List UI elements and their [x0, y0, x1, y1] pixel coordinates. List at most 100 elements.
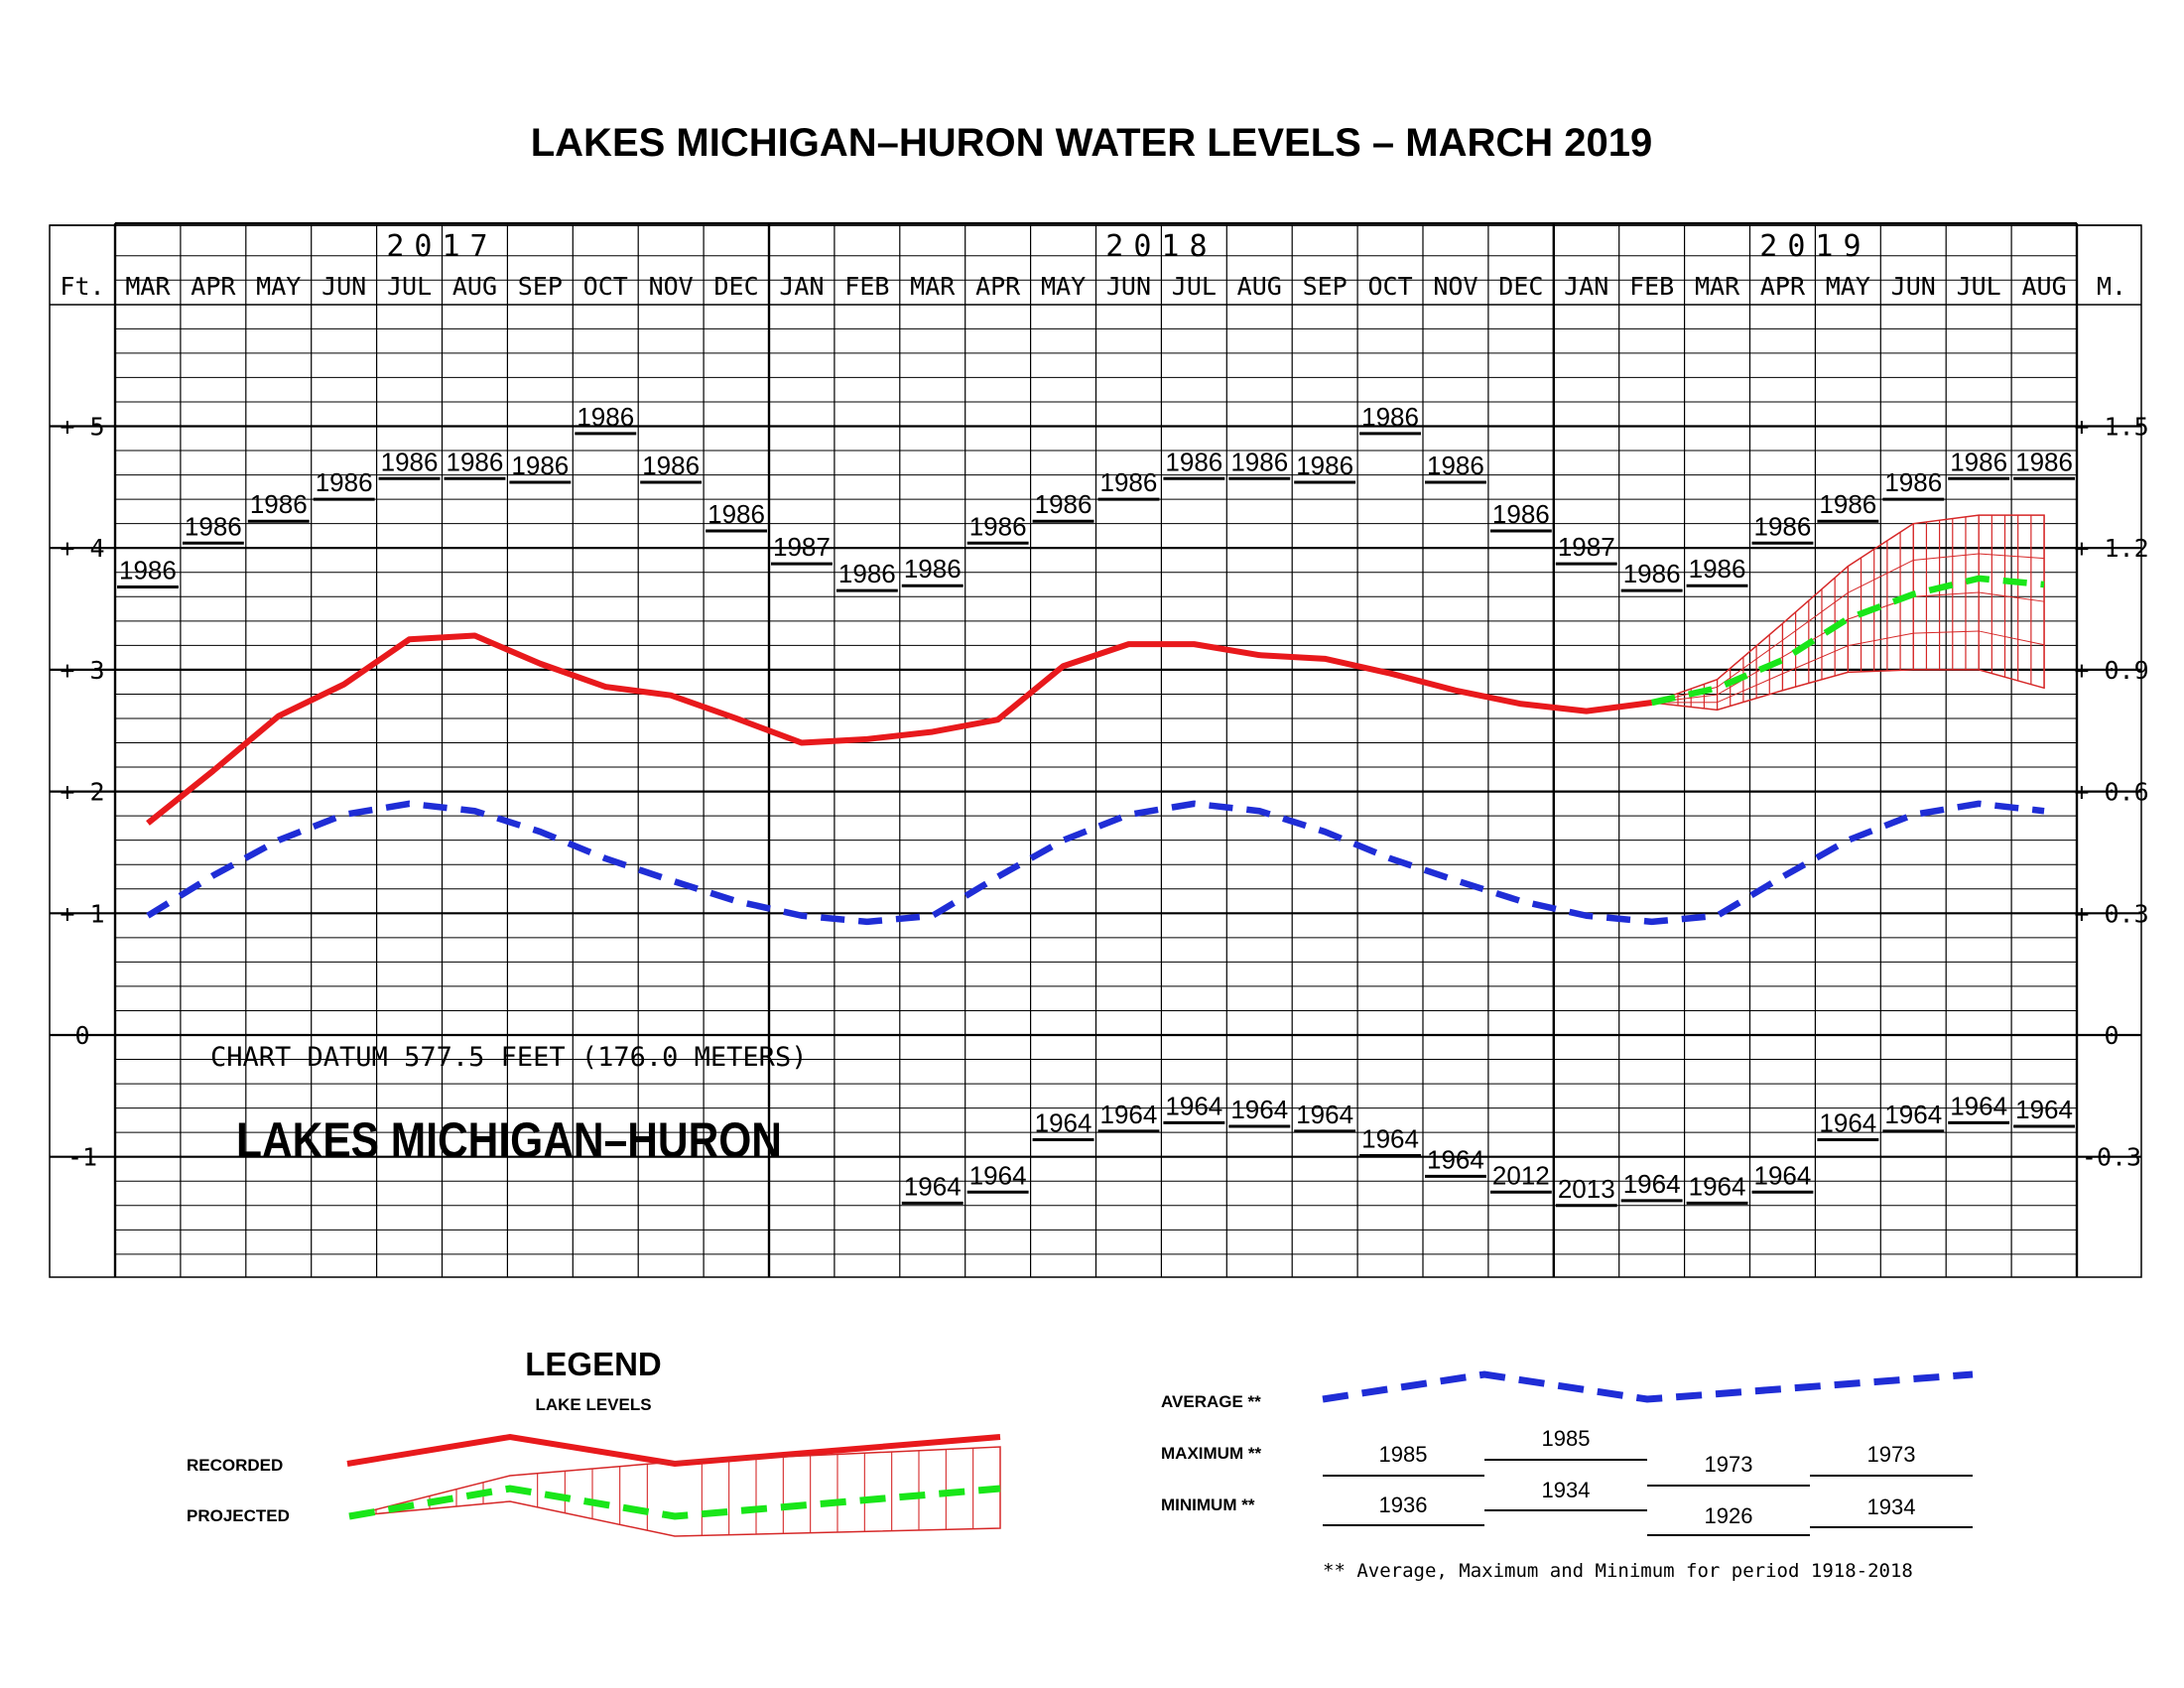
month-label: JUL — [387, 272, 432, 301]
min-record-year: 1964 — [1950, 1091, 2007, 1120]
max-record-year: 1986 — [1427, 451, 1484, 480]
projection-hatch-line — [1913, 591, 1980, 597]
month-label: JUN — [1891, 272, 1936, 301]
max-record-year: 1986 — [1689, 554, 1746, 584]
right-tick-label: + 0.6 — [2074, 778, 2148, 807]
min-record-year: 2012 — [1492, 1160, 1550, 1190]
legend-max-year-1: 1985 — [1379, 1442, 1428, 1467]
min-record-year: 2013 — [1558, 1174, 1615, 1204]
projection-band — [1651, 514, 2045, 712]
min-record-year: 1964 — [1361, 1123, 1419, 1153]
left-tick-label: 0 — [74, 1021, 89, 1050]
max-record-year: 1986 — [1296, 451, 1353, 480]
min-record-year: 1964 — [1230, 1095, 1288, 1124]
max-record-year: 1986 — [1165, 447, 1222, 476]
projection-hatch-line — [1913, 630, 1980, 634]
right-tick-label: 0 — [2104, 1021, 2119, 1050]
min-record-year: 1964 — [1819, 1108, 1876, 1138]
max-record-year: 1986 — [1230, 447, 1288, 476]
left-tick-label: -1 — [67, 1143, 97, 1172]
month-label: AUG — [452, 272, 497, 301]
min-record-year: 1964 — [1100, 1100, 1158, 1129]
chart-datum-text: CHART DATUM 577.5 FEET (176.0 METERS) — [210, 1042, 807, 1073]
left-tick-label: + 1 — [60, 899, 104, 928]
legend-band-outline — [348, 1446, 1001, 1537]
max-record-year: 1987 — [1558, 532, 1615, 562]
lake-label: LAKES MICHIGAN–HURON — [236, 1112, 782, 1168]
projection-hatch-line — [1717, 639, 1783, 688]
legend-minimum-label: MINIMUM ** — [1161, 1495, 1255, 1514]
month-label: JAN — [1564, 272, 1608, 301]
left-tick-label: + 4 — [60, 534, 104, 563]
series-projected-line — [1650, 575, 2045, 707]
max-record-year: 1986 — [316, 467, 373, 497]
right-tick-label: + 0.9 — [2074, 656, 2148, 685]
legend-max-year-2: 1985 — [1542, 1426, 1591, 1451]
projection-hatch-line — [1979, 553, 2045, 560]
month-label: MAR — [910, 272, 956, 301]
max-record-year: 1987 — [773, 532, 831, 562]
month-label: MAR — [1695, 272, 1740, 301]
max-record-year: 1986 — [1950, 447, 2007, 476]
month-label: JAN — [779, 272, 824, 301]
legend-footnote: ** Average, Maximum and Minimum for peri… — [1323, 1560, 1913, 1582]
month-label: JUN — [321, 272, 366, 301]
max-record-year: 1986 — [838, 559, 896, 588]
max-record-year: 1986 — [1361, 402, 1419, 432]
max-record-year: 1986 — [1100, 467, 1158, 497]
month-label: NOV — [1433, 272, 1477, 301]
month-label: MAR — [125, 272, 171, 301]
max-record-year: 1986 — [1884, 467, 1942, 497]
month-label: NOV — [649, 272, 694, 301]
series-average-line — [146, 800, 2045, 926]
right-tick-label: + 0.3 — [2074, 899, 2148, 928]
legend-recorded-label: RECORDED — [187, 1456, 283, 1475]
month-label: FEB — [844, 272, 889, 301]
min-record-year: 1964 — [1296, 1100, 1353, 1129]
axis-labels: 2017 2018 2019 MAR APR MAY JUN JUL AUG SEP OCT NOV D… — [60, 229, 2148, 1172]
month-label: JUL — [1172, 272, 1217, 301]
left-tick-label: + 2 — [60, 778, 104, 807]
legend-max-year-4: 1973 — [1867, 1442, 1916, 1467]
month-label: DEC — [713, 272, 758, 301]
legend-projected-line — [348, 1485, 1001, 1520]
legend-title: LEGEND — [525, 1346, 662, 1382]
right-tick-label: + 1.5 — [2074, 413, 2148, 442]
month-label: OCT — [1367, 272, 1412, 301]
left-unit-label: Ft. — [60, 272, 104, 301]
series-recorded-line — [146, 632, 1653, 826]
projection-hatch-line — [1782, 591, 1849, 641]
projection-hatch-line — [1782, 645, 1849, 675]
max-record-year: 1986 — [250, 489, 308, 519]
min-record-year: 1964 — [1427, 1144, 1484, 1174]
max-record-year: 1986 — [642, 451, 700, 480]
legend-max-year-3: 1973 — [1705, 1452, 1753, 1477]
right-tick-label: + 1.2 — [2074, 534, 2148, 563]
max-record-year: 1986 — [119, 555, 177, 584]
year-label: 2019 — [1759, 229, 1870, 264]
legend-min-year-2: 1934 — [1542, 1478, 1591, 1502]
projection-hatch-line — [1979, 630, 2045, 646]
legend-average-line — [1322, 1370, 1974, 1403]
month-label: SEP — [518, 272, 563, 301]
projection-hatch-line — [1979, 591, 2045, 602]
legend-min-year-1: 1936 — [1379, 1493, 1428, 1517]
max-record-year: 1986 — [2015, 447, 2073, 476]
min-record-year: 1964 — [1035, 1108, 1092, 1138]
legend-subtitle: LAKE LEVELS — [535, 1395, 651, 1414]
min-record-year: 1964 — [1623, 1169, 1681, 1199]
month-label: SEP — [1303, 272, 1348, 301]
left-tick-label: + 5 — [60, 413, 104, 442]
legend-min-year-4: 1934 — [1867, 1494, 1916, 1519]
min-record-year: 1964 — [1884, 1100, 1942, 1129]
legend-projection-band — [348, 1446, 1001, 1537]
year-label: 2017 — [386, 229, 497, 264]
legend: LEGEND LAKE LEVELS RECORDED PROJECTED AV… — [187, 1346, 1974, 1582]
chart-title: LAKES MICHIGAN–HURON WATER LEVELS – MARC… — [531, 121, 1653, 165]
month-label: APR — [1760, 272, 1806, 301]
month-label: APR — [191, 272, 236, 301]
right-tick-label: -0.3 — [2082, 1143, 2141, 1172]
left-tick-label: + 3 — [60, 656, 104, 685]
